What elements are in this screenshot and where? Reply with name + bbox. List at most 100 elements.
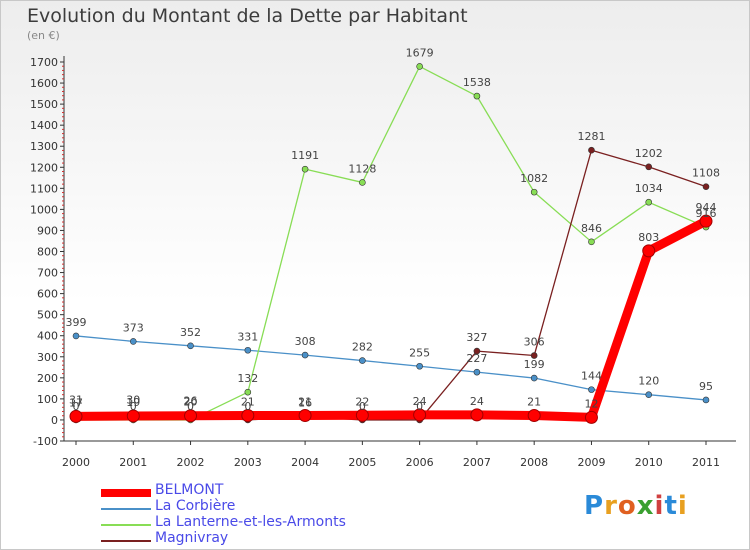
data-label: 19 [126, 396, 140, 409]
proxiti-logo: Proxiti [584, 491, 688, 521]
data-label: 1034 [635, 182, 663, 195]
data-label: 199 [524, 358, 545, 371]
data-point [72, 332, 80, 340]
data-label: 0 [416, 400, 423, 413]
data-point [530, 352, 538, 359]
y-tick-label: 200 [37, 372, 58, 385]
chart-title: Evolution du Montant de la Dette par Hab… [27, 5, 468, 27]
data-point [473, 347, 481, 355]
x-tick-label: 2005 [348, 456, 376, 469]
y-tick-label: 1200 [30, 161, 58, 174]
data-point [69, 409, 83, 423]
data-label: 12 [584, 397, 598, 410]
data-point [416, 63, 423, 70]
y-tick-label: 1100 [30, 182, 58, 195]
data-label: 0 [73, 400, 80, 413]
y-tick-label: 900 [37, 224, 58, 237]
data-label: 16 [298, 397, 312, 410]
logo-letter: i [677, 491, 688, 521]
logo-letter: r [604, 491, 618, 521]
logo-letter: t [664, 491, 678, 521]
data-point [416, 362, 423, 370]
data-point [699, 214, 713, 228]
data-label: 20 [184, 396, 198, 409]
data-label: 21 [527, 396, 541, 409]
data-label: 1082 [520, 172, 548, 185]
data-label: 1202 [635, 147, 663, 160]
data-point [530, 188, 538, 196]
legend-label: BELMONT [155, 482, 224, 498]
data-point [473, 92, 481, 100]
data-point [642, 244, 656, 258]
logo-letter: o [617, 491, 637, 521]
data-point [530, 374, 538, 382]
y-tick-label: 1500 [30, 98, 58, 111]
data-label: 1191 [291, 149, 319, 162]
y-tick-label: 400 [37, 330, 58, 343]
data-label: 255 [409, 346, 430, 359]
legend-swatch [101, 508, 151, 510]
data-label: 21 [298, 396, 312, 409]
data-point [298, 409, 312, 423]
x-tick-label: 2007 [463, 456, 491, 469]
legend-item-belmont[interactable]: BELMONT [101, 482, 401, 501]
data-label: 846 [581, 222, 602, 235]
data-point [129, 338, 137, 345]
logo-letter: P [584, 491, 605, 521]
x-tick-label: 2002 [177, 456, 205, 469]
data-label: 17 [69, 396, 83, 409]
x-tick-label: 2011 [692, 456, 720, 469]
legend-item-la-corbiere[interactable]: La Corbière [101, 498, 401, 517]
legend-swatch [101, 524, 151, 526]
data-point [244, 346, 252, 354]
x-tick-label: 2010 [635, 456, 663, 469]
y-tick-label: 300 [37, 351, 58, 364]
data-label: 352 [180, 326, 201, 339]
legend-label: Magnivray [155, 530, 229, 546]
y-tick-label: 1700 [30, 56, 58, 69]
y-tick-label: 1400 [30, 119, 58, 132]
data-label: 144 [581, 370, 602, 383]
data-point [470, 408, 484, 422]
data-point [588, 146, 595, 154]
data-label: 24 [470, 395, 484, 408]
x-tick-label: 2000 [62, 456, 90, 469]
x-tick-label: 2008 [520, 456, 548, 469]
data-point [584, 410, 598, 424]
series-line-0 [71, 216, 711, 422]
data-point [588, 238, 595, 246]
data-point [184, 409, 198, 423]
data-point [702, 396, 710, 404]
legend-item-magnivray[interactable]: Magnivray [101, 530, 401, 549]
y-tick-label: 1600 [30, 77, 58, 90]
data-point [359, 357, 366, 364]
data-label: 1128 [348, 162, 376, 175]
legend-swatch [101, 540, 151, 542]
data-label: 0 [359, 400, 366, 413]
data-label: 120 [638, 375, 659, 388]
x-tick-label: 2009 [577, 456, 605, 469]
legend-swatch [101, 489, 151, 497]
data-label: 0 [187, 400, 194, 413]
logo-letter: x [636, 491, 655, 521]
data-label: 944 [696, 201, 717, 214]
y-tick-label: 700 [37, 267, 58, 280]
data-point [645, 198, 653, 206]
data-label: 132 [237, 372, 258, 385]
data-label: 1538 [463, 76, 491, 89]
data-point [126, 409, 140, 423]
legend-item-la-lanterne[interactable]: La Lanterne-et-les-Armonts [101, 514, 401, 533]
data-label: 0 [244, 400, 251, 413]
logo-letter: i [654, 491, 665, 521]
x-tick-label: 2006 [406, 456, 434, 469]
data-point [241, 409, 255, 423]
data-label: 306 [524, 336, 545, 349]
data-point [413, 408, 427, 422]
data-point [588, 386, 595, 393]
unit-label: (en €) [27, 29, 60, 42]
data-label: 331 [237, 330, 258, 343]
data-point [359, 179, 366, 186]
y-tick-label: 0 [51, 414, 58, 427]
